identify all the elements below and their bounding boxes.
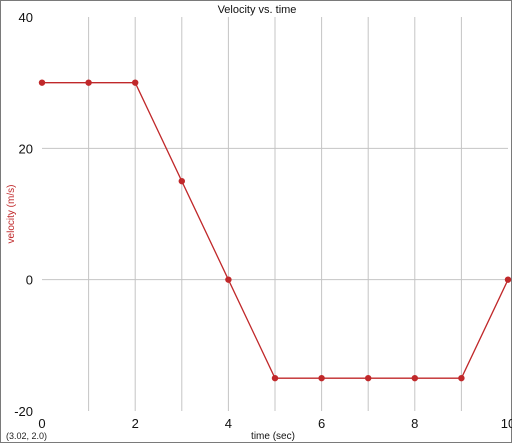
data-point <box>504 276 512 283</box>
data-point <box>365 374 372 382</box>
data-point <box>85 79 92 86</box>
x-tick-label: 2 <box>132 416 139 431</box>
series-layer <box>38 79 512 382</box>
x-tick-label: 8 <box>411 416 418 431</box>
grid <box>42 17 508 411</box>
x-tick-label: 4 <box>225 416 232 431</box>
data-point <box>178 177 185 185</box>
y-tick-label: 40 <box>19 10 33 25</box>
y-tick-label: 0 <box>26 273 33 288</box>
data-point <box>318 374 325 382</box>
data-point <box>411 374 418 382</box>
cursor-coordinate-readout: (3.02, 2.0) <box>6 431 47 441</box>
x-tick-label: 0 <box>38 416 45 431</box>
data-point <box>271 374 279 382</box>
y-tick-label: 20 <box>19 141 33 156</box>
y-axis-label: velocity (m/s) <box>6 185 17 244</box>
x-axis-label: time (sec) <box>251 431 295 442</box>
y-tick-label: -20 <box>14 404 33 419</box>
data-point <box>132 79 139 86</box>
data-point <box>225 276 232 283</box>
chart-title: Velocity vs. time <box>218 4 297 16</box>
x-tick-label: 6 <box>318 416 325 431</box>
x-tick-label: 10 <box>501 416 512 431</box>
data-point <box>38 79 46 86</box>
tick-labels: 0 2 4 6 8 10 -20 0 20 40 <box>14 10 512 431</box>
data-point <box>458 374 465 382</box>
